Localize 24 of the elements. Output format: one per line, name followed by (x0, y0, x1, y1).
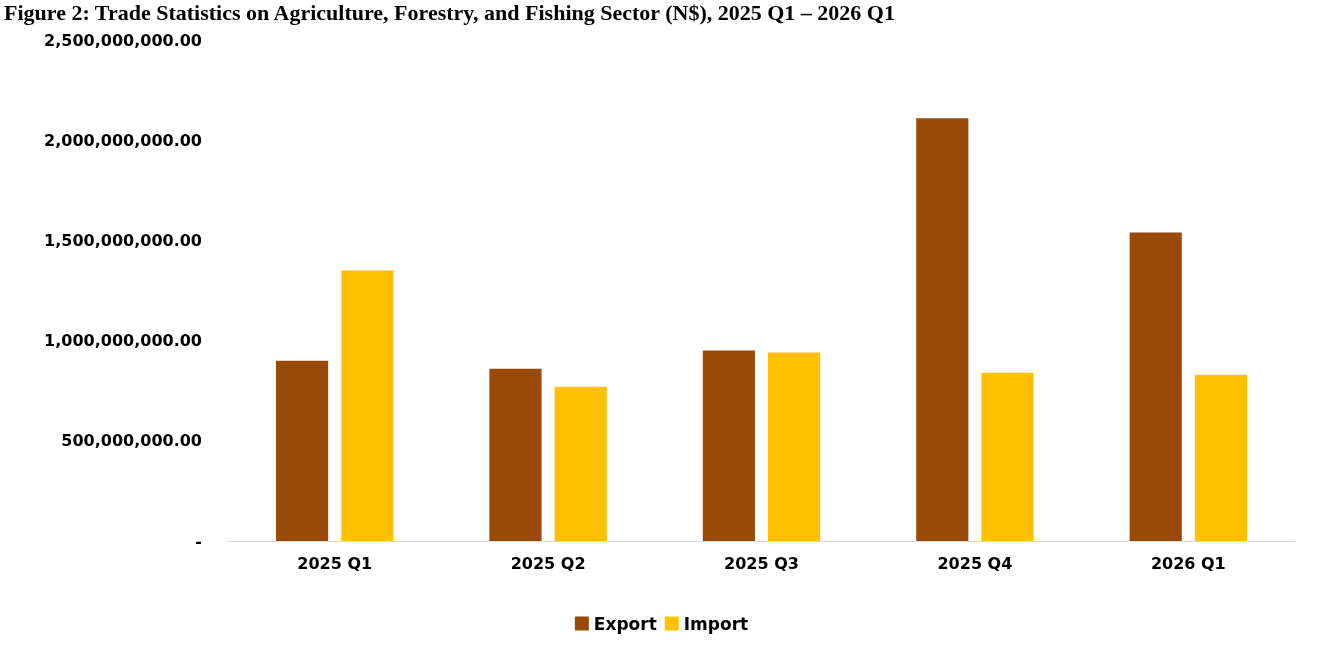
bar (276, 360, 329, 541)
y-tick-label: 500,000,000.00 (61, 431, 202, 451)
bar (702, 350, 755, 541)
x-tick-label: 2025 Q4 (937, 553, 1013, 573)
x-tick-label: 2026 Q1 (1150, 553, 1226, 573)
bar (1194, 374, 1247, 541)
legend-label: Export (593, 613, 657, 634)
y-tick-label: 1,500,000,000.00 (44, 230, 202, 250)
x-tick-label: 2025 Q3 (724, 553, 799, 573)
chart-title: Figure 2: Trade Statistics on Agriculture, Forestry, and Fishing Sector (N$), 2025 Q1 – 2026 Q1 (3, 0, 896, 26)
bar (341, 270, 394, 541)
bar (489, 368, 542, 541)
y-tick-label: 2,500,000,000.00 (44, 30, 202, 50)
bar (768, 352, 821, 541)
x-tick-label: 2025 Q1 (297, 553, 373, 573)
y-tick-label: 1,000,000,000.00 (44, 331, 202, 351)
bar (1129, 232, 1182, 541)
bar (981, 372, 1034, 541)
bar (554, 386, 607, 541)
y-tick-label: - (195, 531, 202, 551)
bar (916, 118, 969, 541)
legend-label: Import (683, 613, 749, 634)
x-tick-label: 2025 Q2 (510, 553, 586, 573)
y-tick-label: 2,000,000,000.00 (44, 130, 202, 150)
